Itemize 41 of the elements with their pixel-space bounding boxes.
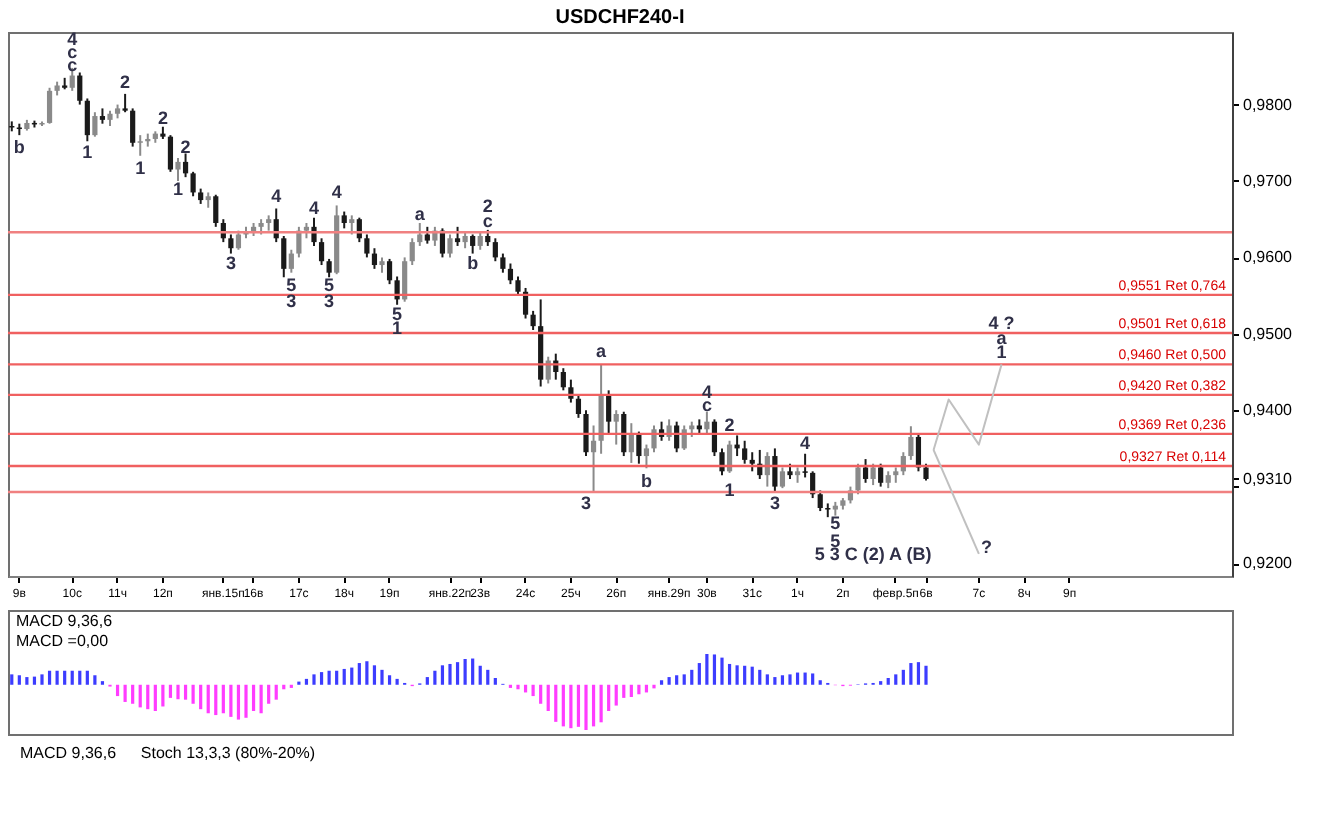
annotation: 2 [157, 107, 168, 128]
annotation: 5 [830, 513, 841, 534]
text: MACD 9,36,6 [20, 744, 118, 762]
annotation: 2 [120, 72, 131, 93]
annotation: 5 [392, 303, 403, 324]
annotation: b [640, 471, 653, 492]
annotation: 2 [724, 414, 735, 435]
y-tick-label: 0,9700 [1243, 171, 1294, 190]
annotation: b [13, 136, 26, 157]
annotation: a [596, 340, 609, 361]
annotation: 3 [225, 252, 236, 273]
annotation: 5 [830, 530, 841, 551]
annotation: 1 [996, 342, 1007, 363]
annotation: a [414, 203, 427, 224]
annotation: 1 [135, 158, 146, 178]
text: MACD =0,00 [16, 632, 110, 650]
y-tick-label: 0,9500 [1243, 324, 1294, 343]
y-tick-label: 0,9200 [1243, 554, 1294, 573]
annotation: 4 [67, 28, 78, 49]
annotation: ? [980, 536, 992, 557]
annotation: 5 [286, 274, 297, 295]
annotation: 4 [308, 198, 320, 219]
annotation: 5 [324, 274, 335, 295]
annotation: 3 [580, 492, 592, 513]
annotation: 4 [800, 433, 811, 454]
text: MACD 9,36,6 [16, 612, 114, 630]
annotation: 1 [82, 141, 93, 162]
annotation: 2 [180, 136, 191, 157]
y-tick-label: 0,9400 [1243, 401, 1294, 420]
y-tick-label: 0,9800 [1243, 95, 1294, 114]
chart-title: USDCHF240-I [555, 6, 685, 29]
y-tick-label: 0,9310 [1243, 469, 1294, 488]
annotation: 1 [172, 178, 184, 199]
annotation: b [467, 252, 480, 273]
y-tick-label: 0,9600 [1243, 248, 1294, 267]
text: Stoch 13,3,3 (80%-20%) [140, 744, 316, 762]
annotation: 3 [769, 492, 780, 513]
annotation: 3 [324, 290, 335, 311]
annotation: 4 [271, 185, 282, 206]
annotation: 4 [331, 181, 342, 202]
annotation: 3 [286, 290, 297, 311]
